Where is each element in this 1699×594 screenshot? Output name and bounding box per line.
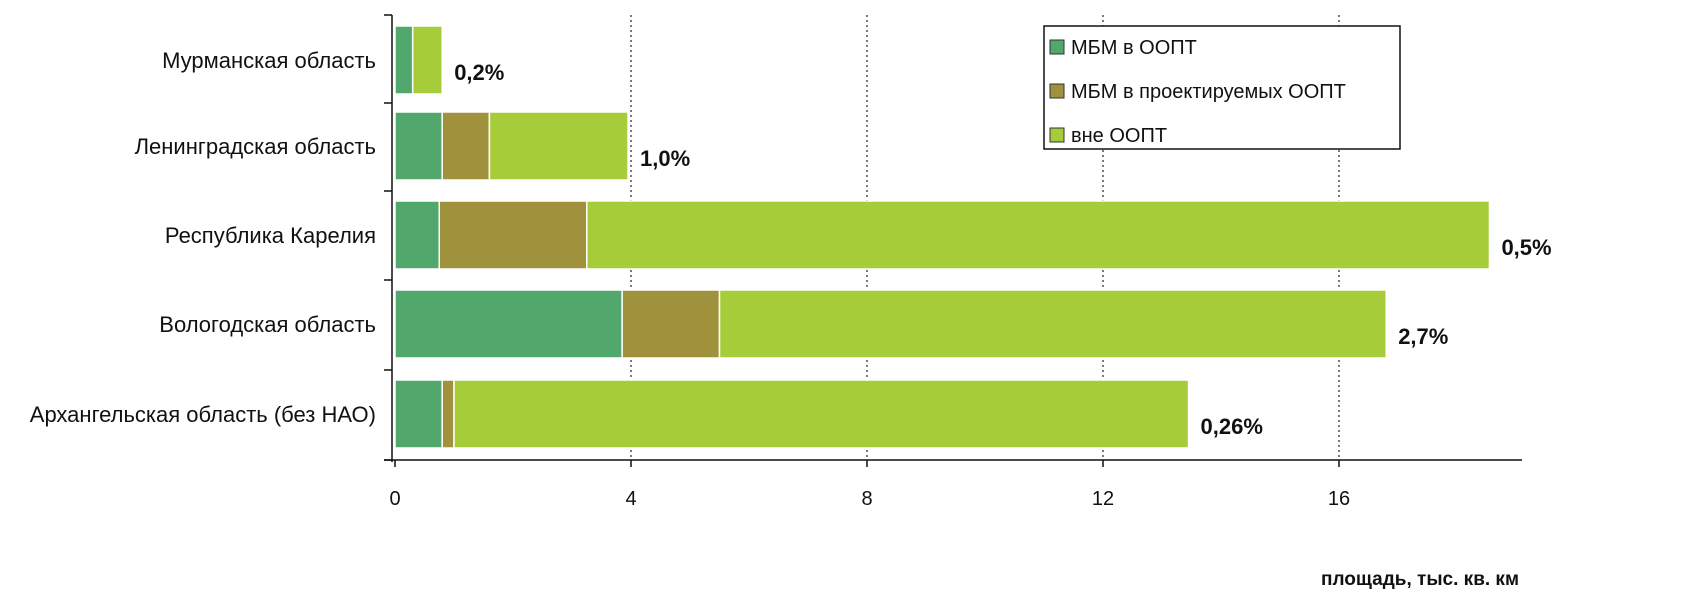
legend-label: МБМ в проектируемых ООПТ — [1071, 81, 1346, 103]
legend: МБМ в ООПТ МБМ в проектируемых ООПТ вне ОО… — [1043, 25, 1401, 150]
bar-segment — [394, 289, 623, 359]
legend-swatch — [1049, 39, 1065, 55]
bar-segment — [441, 379, 455, 449]
bar-segment — [394, 200, 440, 270]
percent-label: 0,2% — [454, 60, 504, 85]
bar-segment — [394, 379, 443, 449]
x-tick-label: 4 — [625, 488, 636, 510]
axes — [384, 14, 1522, 467]
legend-label: вне ООПТ — [1071, 125, 1167, 147]
category-labels: Мурманская область Ленинградская область Р… — [30, 48, 376, 427]
percent-label: 1,0% — [640, 146, 690, 171]
legend-swatch — [1049, 127, 1065, 143]
x-tick-label: 12 — [1092, 488, 1114, 510]
category-label: Республика Карелия — [165, 223, 376, 248]
x-tick-label: 16 — [1328, 488, 1350, 510]
bar-segment — [438, 200, 588, 270]
x-tick-label: 0 — [389, 488, 400, 510]
bar-segment — [411, 25, 443, 95]
percent-labels: 0,2% 1,0% 0,5% 2,7% 0,26% — [454, 60, 1551, 439]
legend-swatch — [1049, 83, 1065, 99]
bar-segment — [394, 111, 443, 181]
x-axis-label: площадь, тыс. кв. км — [1321, 569, 1519, 590]
legend-box — [1043, 25, 1401, 150]
x-tick-labels: 0 4 8 12 16 — [389, 488, 1350, 510]
bar-segment — [488, 111, 629, 181]
percent-label: 0,5% — [1501, 235, 1551, 260]
bars — [394, 25, 1491, 449]
bar-segment — [441, 111, 491, 181]
legend-label: МБМ в ООПТ — [1071, 37, 1197, 59]
category-label: Вологодская область — [159, 312, 376, 337]
category-label: Мурманская область — [162, 48, 376, 73]
bar-segment — [621, 289, 721, 359]
bar-segment — [586, 200, 1491, 270]
percent-label: 0,26% — [1201, 414, 1263, 439]
x-tick-label: 8 — [861, 488, 872, 510]
bar-segment — [718, 289, 1387, 359]
bar-segment — [394, 25, 414, 95]
bar-segment — [453, 379, 1190, 449]
percent-label: 2,7% — [1398, 324, 1448, 349]
category-label: Архангельская область (без НАО) — [30, 402, 376, 427]
category-label: Ленинградская область — [135, 134, 376, 159]
